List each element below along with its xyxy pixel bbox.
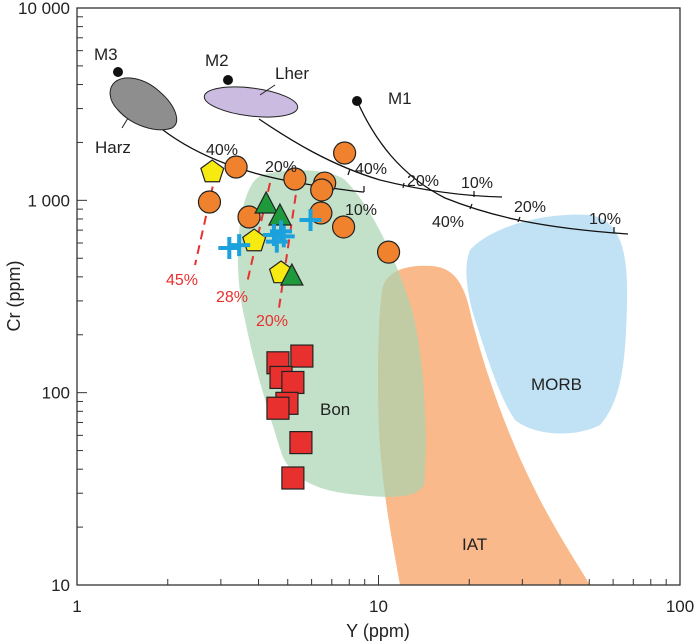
point-circle — [283, 167, 307, 191]
point-triangle — [279, 262, 304, 286]
m2-10: 10% — [461, 175, 493, 192]
point-square — [266, 396, 290, 420]
m1-melting-curve — [357, 102, 629, 235]
y-tick-label: 10 — [51, 576, 70, 595]
label-m2: M2 — [205, 51, 229, 70]
y-axis-label: Cr (ppm) — [4, 261, 24, 332]
m2-melting-curve — [258, 118, 503, 198]
point-circle — [310, 178, 334, 202]
point-circle — [376, 240, 401, 264]
label-bon: Bon — [320, 400, 350, 419]
point-cross — [228, 234, 251, 257]
point-square — [281, 370, 305, 395]
m3-dot — [113, 67, 123, 77]
point-square — [290, 344, 314, 368]
m3-40: 40% — [206, 142, 238, 159]
point-cross — [270, 220, 293, 243]
y-tick-label: 10 000 — [18, 0, 70, 18]
point-cross — [272, 225, 295, 248]
bon-field — [237, 170, 426, 497]
harz-leader — [121, 117, 129, 129]
label-harz: Harz — [95, 138, 131, 157]
m1-20: 20% — [514, 199, 546, 216]
m1-40: 40% — [432, 214, 464, 231]
iat-field — [378, 265, 590, 585]
m3-10: 10% — [345, 202, 377, 219]
x-tick-label: 1 — [72, 597, 81, 616]
label-morb: MORB — [531, 375, 582, 394]
lher-field — [203, 86, 299, 118]
m2-40: 40% — [355, 161, 387, 178]
label-lher: Lher — [275, 64, 309, 83]
lher-leader — [259, 84, 276, 96]
m2-20: 20% — [407, 173, 439, 190]
point-circle — [224, 155, 248, 179]
trend-label-20: 20% — [256, 313, 288, 330]
m2-dot — [223, 75, 233, 85]
trend-45 — [194, 171, 217, 266]
point-pentagon — [200, 159, 225, 183]
m1-dot — [352, 96, 362, 106]
x-tick-label: 10 — [369, 597, 388, 616]
label-m1: M1 — [388, 89, 412, 108]
harz-field — [109, 77, 178, 131]
trend-label-45: 45% — [166, 272, 198, 289]
point-circle — [197, 190, 222, 214]
sources — [113, 67, 362, 106]
point-square — [281, 466, 305, 490]
data-points — [197, 141, 401, 490]
point-circle — [331, 215, 356, 239]
y-tick-label: 100 — [42, 384, 70, 403]
trend-label-28: 28% — [216, 289, 248, 306]
point-triangle — [254, 190, 279, 214]
y-tick-label: 1 000 — [27, 191, 70, 210]
m1-10: 10% — [589, 211, 621, 228]
point-cross — [218, 237, 241, 260]
x-axis-label: Y (ppm) — [346, 621, 410, 641]
trend-20 — [278, 179, 299, 309]
label-m3: M3 — [94, 45, 118, 64]
point-square — [289, 431, 313, 455]
point-circle — [333, 141, 357, 165]
label-iat: IAT — [462, 535, 487, 554]
morb-field — [466, 214, 628, 434]
m2-20-inner: 20% — [265, 159, 297, 176]
point-cross — [299, 209, 322, 232]
x-tick-label: 100 — [666, 597, 694, 616]
point-circle — [237, 205, 261, 229]
